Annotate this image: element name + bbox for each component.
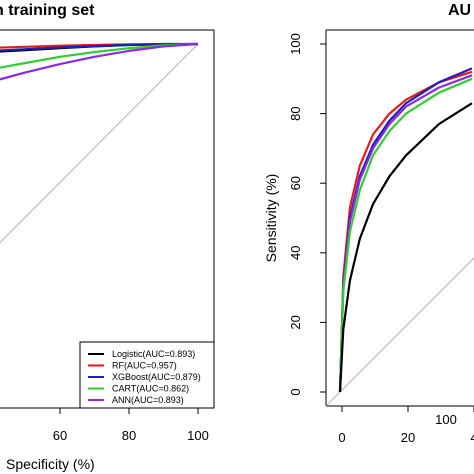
legend-label-1: RF(AUC=0.957) [112, 361, 177, 371]
left-legend: Logistic(AUC=0.893) RF(AUC=0.957)XGBoost(… [79, 341, 215, 409]
left-x-ticks: 60 80 100 [53, 408, 209, 443]
right-x-ticks: 0 20 4 [338, 406, 474, 445]
right-axes [325, 29, 474, 407]
left-x-tick-label-2: 100 [187, 428, 209, 443]
right-series-lines [338, 67, 473, 393]
right-y-tick-label-5: 100 [288, 33, 303, 55]
left-reference-line [0, 43, 199, 244]
right-y-tick-label-4: 80 [288, 106, 303, 120]
right-diagonal-line [325, 257, 474, 407]
left-chart-title: n training set [0, 2, 95, 19]
left-series-lines [0, 42, 199, 81]
training-roc-panel: n training set 60 80 100 Specificity (%) L… [0, 2, 215, 472]
left-x-tick-label-0: 60 [53, 428, 67, 443]
right-y-tick-label-0: 0 [288, 388, 303, 395]
legend-label-3: CART(AUC=0.862) [112, 384, 189, 394]
right-series-line-4 [338, 102, 473, 393]
left-x-tick-label-1: 80 [122, 428, 136, 443]
right-x-tick-label-0: 0 [338, 430, 345, 445]
right-chart-title: AU [448, 2, 471, 19]
legend-label-2: XGBoost(AUC=0.879) [112, 372, 201, 382]
right-x-tick-label-2: 4 [470, 430, 474, 445]
right-series-line-2 [338, 74, 473, 393]
left-series-line-4 [0, 42, 199, 81]
right-reference-line [325, 257, 474, 407]
right-extra-number: 100 [435, 412, 457, 427]
validation-roc-panel: AU 0 20 40 60 80 100 0 20 4 Sensitivity (%) 100 [263, 2, 474, 445]
right-y-tick-label-2: 40 [288, 246, 303, 260]
legend-label-0: Logistic(AUC=0.893) [112, 349, 195, 359]
right-y-axis-label: Sensitivity (%) [263, 174, 279, 263]
right-x-tick-label-1: 20 [401, 430, 415, 445]
left-x-axis-label: Specificity (%) [6, 456, 95, 472]
left-diagonal-line [0, 43, 199, 244]
right-series-line-3 [338, 77, 473, 393]
right-series-line-0 [338, 70, 473, 393]
right-y-ticks: 0 20 40 60 80 100 [288, 33, 326, 396]
legend-label-4: ANN(AUC=0.893) [112, 395, 184, 405]
right-y-tick-label-3: 60 [288, 176, 303, 190]
right-y-tick-label-1: 20 [288, 315, 303, 329]
